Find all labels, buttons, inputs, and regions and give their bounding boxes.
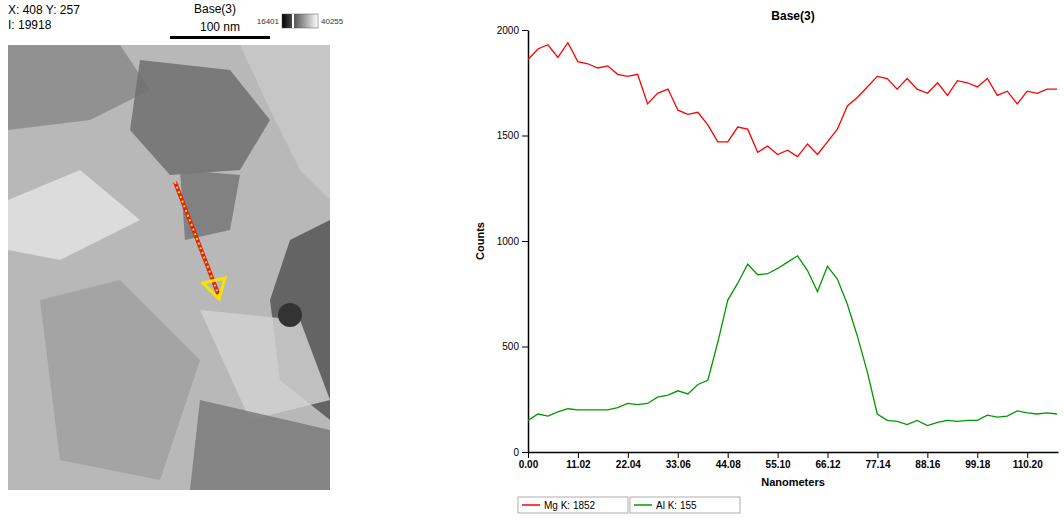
image-title: Base(3) [194, 2, 236, 16]
y-tick-label: 1000 [497, 236, 520, 247]
x-tick-label: 44.08 [716, 459, 741, 470]
grain [40, 280, 200, 480]
x-tick-label: 22.04 [616, 459, 641, 470]
image-panel: X: 408 Y: 257I: 19918 Base(3) 100 nm 16401 4… [8, 2, 344, 490]
chart-title: Base(3) [771, 9, 814, 23]
colorbar-max: 40255 [321, 17, 344, 26]
y-tick-mark [522, 241, 528, 242]
line-chart: Base(3) 0 500 1000 1500 2000 0.00 11.02 22.04 33.… [474, 9, 1059, 513]
grain [190, 400, 330, 490]
legend-label: Al K: 155 [656, 500, 697, 511]
y-tick-mark [522, 136, 528, 137]
y-tick: 1000 [497, 236, 528, 247]
y-tick: 500 [502, 341, 528, 352]
legend-swatch [634, 504, 652, 506]
x-tick-label: 77.14 [865, 459, 890, 470]
grain [240, 45, 330, 200]
x-axis-line [529, 452, 1059, 454]
x-tick-mark [528, 452, 529, 458]
x-tick-label: 99.18 [965, 459, 990, 470]
x-tick-mark [828, 452, 829, 458]
x-tick: 0.00 [519, 452, 539, 470]
micrograph-ground [8, 45, 330, 490]
grain [130, 60, 270, 175]
x-tick-label: 55.10 [766, 459, 791, 470]
legend-item: Mg K: 1852 [518, 497, 628, 513]
x-tick-mark [628, 452, 629, 458]
scan-line [175, 182, 219, 296]
scan-arrowhead [203, 278, 225, 299]
y-axis: 0 500 1000 1500 2000 [497, 25, 529, 458]
x-tick-mark [927, 452, 928, 458]
intensity-readout: I: 19918 [8, 18, 52, 32]
x-tick-mark [1027, 452, 1028, 458]
y-tick-mark [522, 452, 528, 453]
grain [200, 310, 330, 420]
x-tick: 77.14 [865, 452, 890, 470]
legend-label: Mg K: 1852 [544, 500, 596, 511]
x-tick-label: 66.12 [816, 459, 841, 470]
y-tick-mark [522, 347, 528, 348]
x-tick-mark [977, 452, 978, 458]
legend-item: Al K: 155 [630, 497, 740, 513]
x-tick-label: 110.20 [1013, 459, 1043, 470]
x-tick-mark [778, 452, 779, 458]
x-tick: 11.02 [566, 452, 591, 470]
x-axis: 0.00 11.02 22.04 33.06 44.08 55.10 66.12 77.14 8… [519, 452, 1059, 470]
micrograph [8, 45, 330, 490]
x-tick-label: 33.06 [666, 459, 691, 470]
plot-area [528, 43, 1057, 426]
legend-box [630, 497, 740, 513]
colorbar-min: 16401 [257, 17, 280, 26]
x-tick: 88.16 [915, 452, 940, 470]
series-line [528, 256, 1057, 426]
x-tick-mark [728, 452, 729, 458]
x-tick-mark [678, 452, 679, 458]
legend: Mg K: 1852 Al K: 155 [518, 497, 740, 513]
particle [278, 303, 302, 327]
scale-bar-label: 100 nm [200, 20, 240, 34]
y-tick: 0 [513, 447, 528, 458]
colorbar-marker [292, 14, 294, 28]
x-tick: 55.10 [766, 452, 791, 470]
grain [8, 45, 150, 130]
y-tick: 1500 [497, 130, 528, 141]
x-tick-label: 11.02 [566, 459, 591, 470]
x-tick-label: 88.16 [915, 459, 940, 470]
x-axis-title: Nanometers [761, 476, 825, 488]
grain [180, 170, 240, 240]
x-tick: 110.20 [1013, 452, 1043, 470]
colorbar [282, 14, 318, 28]
legend-swatch [522, 504, 540, 506]
x-tick: 66.12 [816, 452, 841, 470]
y-axis-title: Counts [474, 222, 486, 260]
y-tick-mark [522, 30, 528, 31]
x-tick-mark [578, 452, 579, 458]
cursor-readout: X: 408 Y: 257 [8, 3, 80, 17]
x-tick: 99.18 [965, 452, 990, 470]
y-tick-label: 2000 [497, 25, 520, 36]
x-tick-mark [877, 452, 878, 458]
scale-bar [170, 36, 270, 39]
x-tick-label: 0.00 [519, 459, 539, 470]
y-tick-label: 1500 [497, 130, 520, 141]
legend-box [518, 497, 628, 513]
figure: X: 408 Y: 257I: 19918 Base(3) 100 nm 16401 4… [0, 0, 1064, 525]
grain [8, 170, 140, 260]
x-tick: 22.04 [616, 452, 641, 470]
y-tick-label: 0 [513, 447, 519, 458]
x-tick: 33.06 [666, 452, 691, 470]
series-line [528, 43, 1057, 157]
y-tick-label: 500 [502, 341, 519, 352]
y-tick: 2000 [497, 25, 528, 36]
scan-line-dash [175, 182, 219, 296]
x-tick: 44.08 [716, 452, 741, 470]
